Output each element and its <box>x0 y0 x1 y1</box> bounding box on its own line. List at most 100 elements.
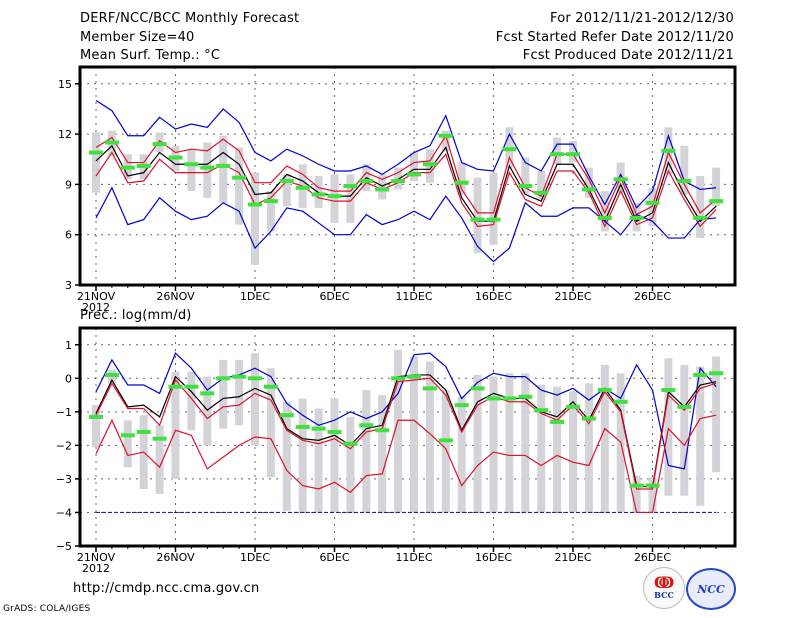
x-tick-label: 26DEC <box>634 290 671 303</box>
ensemble-range-bar <box>712 356 721 473</box>
observed-marker <box>152 142 167 147</box>
ensemble-range-bar <box>219 135 228 203</box>
ensemble-range-bar <box>251 172 259 265</box>
y-tick-label: −5 <box>56 540 72 553</box>
series-line-max <box>95 352 717 470</box>
observed-marker <box>279 413 294 418</box>
bcc-swirl-icon: ↂ <box>653 573 675 592</box>
observed-marker <box>470 386 485 391</box>
observed-marker <box>104 372 119 377</box>
observed-marker <box>693 215 708 220</box>
ensemble-range-bar <box>394 349 403 513</box>
produced-date: Fcst Produced Date 2012/11/21 <box>522 48 734 63</box>
x-tick-label: 6DEC <box>319 290 349 303</box>
observed-marker <box>422 386 437 391</box>
ensemble-range-bar <box>441 390 450 513</box>
observed-marker <box>645 200 660 205</box>
observed-marker <box>534 408 549 413</box>
observed-marker <box>200 165 215 170</box>
ensemble-range-bar <box>648 477 657 513</box>
ensemble-range-bar <box>569 140 577 163</box>
observed-marker <box>295 424 310 429</box>
ensemble-range-bar <box>123 420 132 468</box>
ensemble-range-bar <box>600 191 609 232</box>
y-tick-label: −2 <box>56 439 72 452</box>
ensemble-range-bar <box>378 395 387 513</box>
observed-marker <box>581 416 596 421</box>
observed-marker <box>168 155 183 160</box>
ensemble-range-bar <box>696 176 705 239</box>
observed-marker <box>438 133 453 138</box>
observed-marker <box>184 162 199 167</box>
series-line-max <box>95 100 717 209</box>
observed-marker <box>375 187 390 192</box>
ensemble-range-bar <box>410 356 418 513</box>
observed-marker <box>422 162 437 167</box>
observed-marker <box>216 163 231 168</box>
ensemble-range-bar <box>394 167 403 190</box>
series-line-lower <box>95 151 717 228</box>
y-tick-label: −3 <box>56 473 72 486</box>
observed-marker <box>566 152 580 157</box>
observed-marker <box>375 428 390 433</box>
source-url[interactable]: http://cmdp.ncc.cma.gov.cn <box>73 581 260 596</box>
observed-marker <box>470 217 485 222</box>
observed-marker <box>645 483 660 488</box>
ensemble-range-bar <box>632 475 641 513</box>
observed-marker <box>359 423 374 428</box>
observed-marker <box>613 177 628 182</box>
observed-marker <box>677 179 692 184</box>
series-line-upper <box>95 134 717 216</box>
precip-variable-label: Prec.: log(mm/d) <box>80 308 192 323</box>
temperature-panel: 3 6 9 12 15 21NOV 26NOV 1DEC 6DEC 11DEC 16DEC 21DEC… <box>58 65 737 314</box>
ensemble-range-bar <box>346 174 355 223</box>
ensemble-range-bar <box>553 137 562 165</box>
observed-marker <box>693 372 708 377</box>
chart-title: DERF/NCC/BCC Monthly Forecast <box>80 11 300 26</box>
ensemble-range-bar <box>187 371 196 431</box>
observed-marker <box>279 179 294 184</box>
ensemble-range-bar <box>441 130 450 151</box>
observed-marker <box>677 404 692 409</box>
observed-marker <box>343 184 358 189</box>
observed-marker <box>566 404 580 409</box>
y-tick-label: 0 <box>65 372 72 385</box>
ensemble-range-bar <box>266 191 275 232</box>
observed-marker <box>597 388 612 393</box>
ensemble-range-bar <box>92 405 100 448</box>
ensemble-range-bar <box>537 385 546 513</box>
ensemble-range-bar <box>282 174 291 207</box>
variable-label: Mean Surf. Temp.: °C <box>80 48 221 63</box>
observed-marker <box>407 374 421 379</box>
series-line-upper_red <box>95 377 717 490</box>
observed-marker <box>629 483 644 488</box>
observed-marker <box>311 426 326 431</box>
observed-marker <box>454 180 469 185</box>
y-tick-label: 12 <box>58 128 72 141</box>
ensemble-range-bar <box>362 390 371 513</box>
observed-marker <box>327 429 342 434</box>
x-tick-label: 6DEC <box>319 551 349 564</box>
precipitation-panel: −5 −4 −3 −2 −1 0 1 21NOV 26NOV 1DEC 6DEC 11DEC 16DEC… <box>56 326 737 575</box>
ensemble-range-bar <box>648 187 657 227</box>
observed-marker <box>168 384 183 389</box>
ensemble-range-bar <box>330 398 339 513</box>
observed-marker <box>200 391 215 396</box>
observed-marker <box>216 376 231 381</box>
ensemble-range-bar <box>489 172 498 245</box>
x-tick-label: 26DEC <box>634 551 671 564</box>
series-line-mean <box>95 374 717 488</box>
ensemble-range-bar <box>600 364 609 513</box>
y-tick-label: 15 <box>58 78 72 91</box>
observed-marker <box>89 150 103 155</box>
ensemble-range-bar <box>712 167 721 207</box>
observed-marker <box>359 179 374 184</box>
ensemble-range-bar <box>266 368 275 478</box>
observed-marker <box>438 438 453 443</box>
member-size: Member Size=40 <box>80 30 195 45</box>
bcc-logo-text: BCC <box>654 590 674 600</box>
observed-marker <box>184 384 199 389</box>
observed-marker <box>263 384 278 389</box>
x-tick-label: 11DEC <box>395 551 432 564</box>
